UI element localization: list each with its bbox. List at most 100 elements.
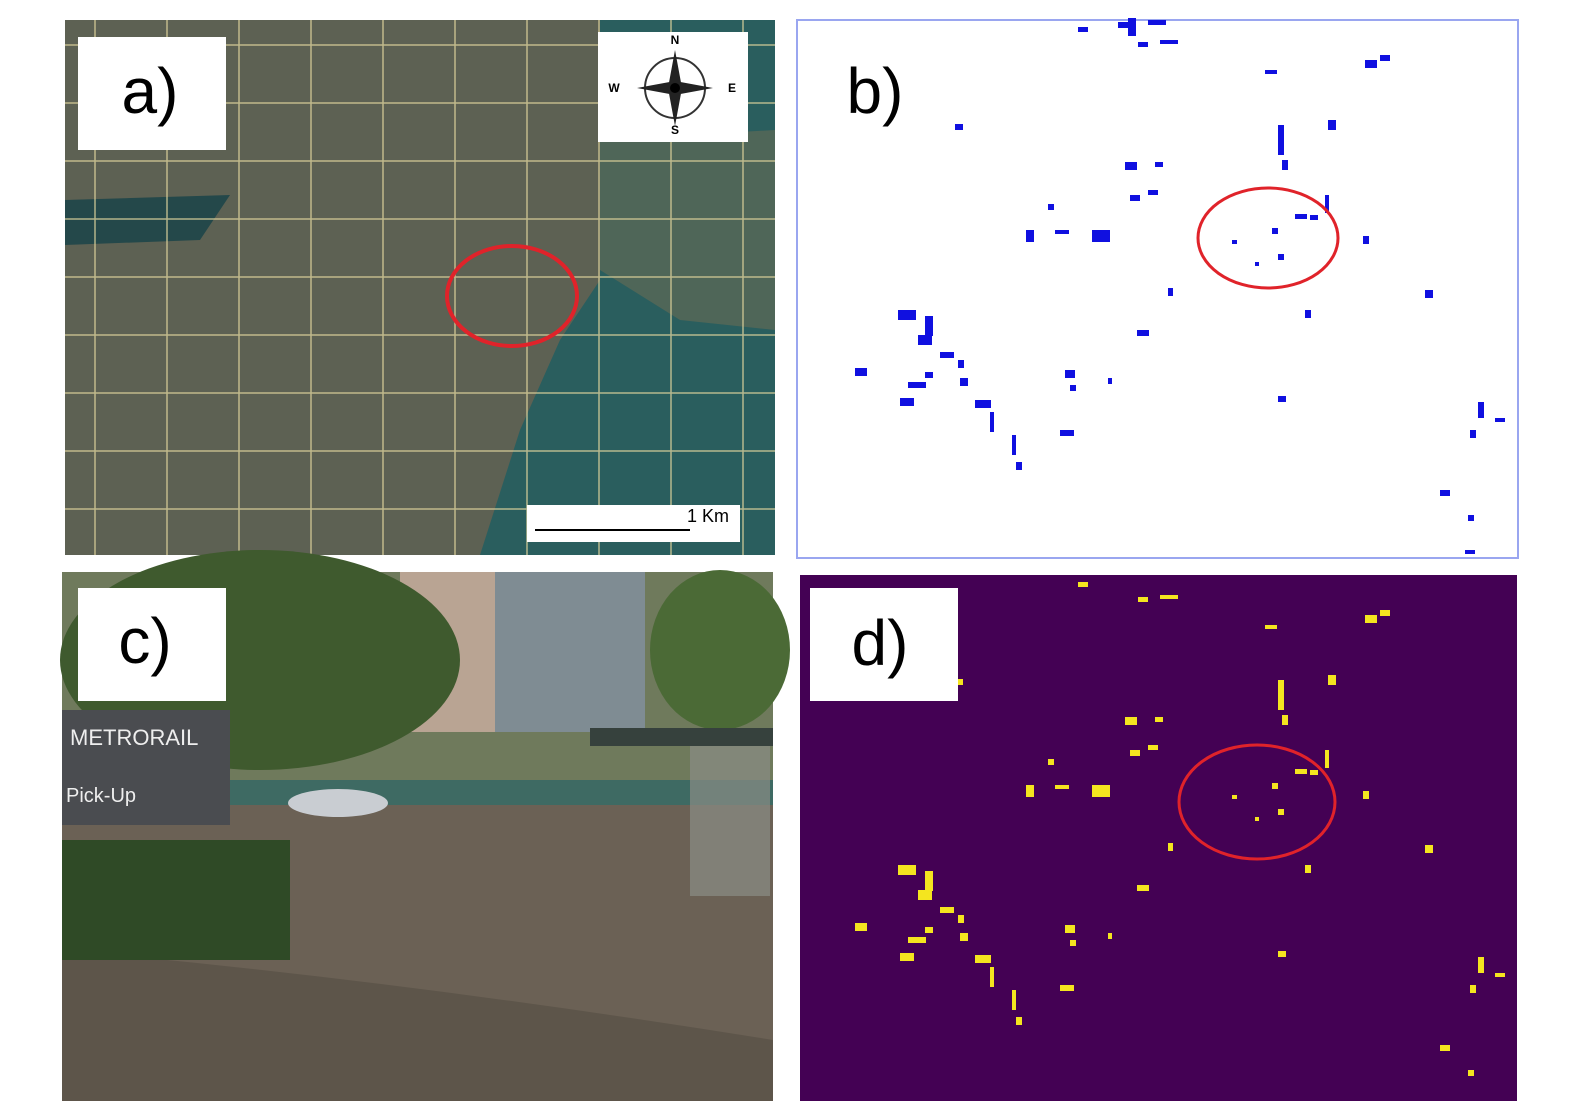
flood-pixel xyxy=(1055,785,1069,789)
flood-pixel xyxy=(1305,865,1311,873)
flood-pixel xyxy=(908,937,926,943)
flood-pixel xyxy=(1478,402,1484,418)
flood-pixel xyxy=(1495,418,1505,422)
flood-pixel xyxy=(1255,262,1259,266)
compass-center xyxy=(670,83,680,93)
flood-pixel xyxy=(940,907,954,913)
flood-pixel xyxy=(1125,717,1137,725)
flood-pixel xyxy=(1160,595,1178,599)
flood-pixel xyxy=(940,352,954,358)
flood-pixel xyxy=(1478,957,1484,973)
flood-pixel xyxy=(1440,490,1450,496)
flood-pixel xyxy=(1440,1045,1450,1051)
flood-pixel xyxy=(925,927,933,933)
flood-pixel xyxy=(918,890,932,900)
flood-pixel xyxy=(1278,680,1284,710)
sign-text: Pick-Up xyxy=(66,785,136,807)
flood-pixel xyxy=(1137,885,1149,891)
figure: a) N S E W 1 Km b) METR xyxy=(0,0,1577,1101)
panel-frame xyxy=(797,20,1518,558)
flood-pixel xyxy=(1310,770,1318,775)
panel-label: c) xyxy=(118,605,171,677)
flood-pixel xyxy=(1130,195,1140,201)
flood-pixel xyxy=(1232,795,1237,799)
flood-pixel xyxy=(925,316,933,336)
flood-pixel xyxy=(1325,750,1329,768)
flood-pixel xyxy=(898,310,916,320)
flood-pixel xyxy=(1278,809,1284,815)
car xyxy=(288,789,388,817)
flood-pixel xyxy=(1155,162,1163,167)
flood-pixel xyxy=(1465,550,1475,554)
flood-pixel xyxy=(1380,55,1390,61)
flood-pixel xyxy=(1092,785,1110,797)
flood-pixel xyxy=(1278,951,1286,957)
flood-pixel xyxy=(900,398,914,406)
hedge xyxy=(62,840,290,960)
flood-pixel xyxy=(1070,385,1076,391)
flood-pixel xyxy=(1468,515,1474,521)
flood-pixel xyxy=(1380,610,1390,616)
flood-pixel xyxy=(1078,27,1088,32)
flood-pixel xyxy=(1265,625,1277,629)
sign-text: METRORAIL xyxy=(70,725,198,750)
flood-pixel xyxy=(1078,582,1088,587)
flood-pixel xyxy=(1128,18,1136,36)
flood-pixel xyxy=(1160,40,1178,44)
flood-pixel xyxy=(1310,215,1318,220)
bus-shelter-roof xyxy=(590,728,773,746)
flood-pixel xyxy=(1168,288,1173,296)
flood-pixel xyxy=(1048,759,1054,765)
flood-pixel xyxy=(1060,430,1074,436)
flood-pixel xyxy=(1012,435,1016,455)
panel-label: a) xyxy=(122,55,179,127)
flood-pixel xyxy=(1155,717,1163,722)
flood-pixel xyxy=(1328,120,1336,130)
scale-label: 1 Km xyxy=(687,506,729,526)
flood-pixel xyxy=(1026,785,1034,797)
flood-pixel xyxy=(1060,985,1074,991)
flood-pixel xyxy=(908,382,926,388)
panel-a: a) N S E W 1 Km xyxy=(65,20,775,555)
flood-pixel xyxy=(1365,615,1377,623)
compass-e: E xyxy=(728,81,736,95)
flood-pixel xyxy=(1365,60,1377,68)
flood-pixel xyxy=(1295,214,1307,219)
flood-pixel xyxy=(900,953,914,961)
flood-pixel xyxy=(975,955,991,963)
flood-pixel xyxy=(1282,715,1288,725)
flood-pixel xyxy=(1168,843,1173,851)
flood-pixel xyxy=(1016,462,1022,470)
flood-pixel xyxy=(855,923,867,931)
flood-pixel xyxy=(960,933,968,941)
flood-pixel xyxy=(1148,190,1158,195)
flood-pixel xyxy=(1055,230,1069,234)
flood-pixel xyxy=(1138,42,1148,47)
flood-pixel xyxy=(1265,70,1277,74)
flood-pixel xyxy=(1363,791,1369,799)
panel-c: METRORAIL Pick-Up c) xyxy=(60,550,790,1101)
flood-pixel xyxy=(1255,817,1259,821)
flood-pixel xyxy=(898,865,916,875)
panel-label: d) xyxy=(852,607,909,679)
flood-pixel xyxy=(1148,20,1166,25)
flood-pixel xyxy=(960,378,968,386)
flood-pixel xyxy=(1108,933,1112,939)
flood-pixel xyxy=(1272,228,1278,234)
flood-pixel xyxy=(1138,597,1148,602)
flood-pixel xyxy=(1278,254,1284,260)
flood-pixel xyxy=(1282,160,1288,170)
flood-pixel xyxy=(925,372,933,378)
flood-pixel xyxy=(1470,430,1476,438)
flood-pixel xyxy=(918,335,932,345)
flood-pixel xyxy=(1272,783,1278,789)
flood-pixel xyxy=(958,915,964,923)
flood-pixel xyxy=(1148,745,1158,750)
compass-n: N xyxy=(671,33,680,47)
flood-pixel xyxy=(1026,230,1034,242)
compass-s: S xyxy=(671,123,679,137)
flood-pixel xyxy=(1070,940,1076,946)
flood-pixel xyxy=(975,400,991,408)
flood-pixel xyxy=(1016,1017,1022,1025)
flood-pixel xyxy=(1425,290,1433,298)
